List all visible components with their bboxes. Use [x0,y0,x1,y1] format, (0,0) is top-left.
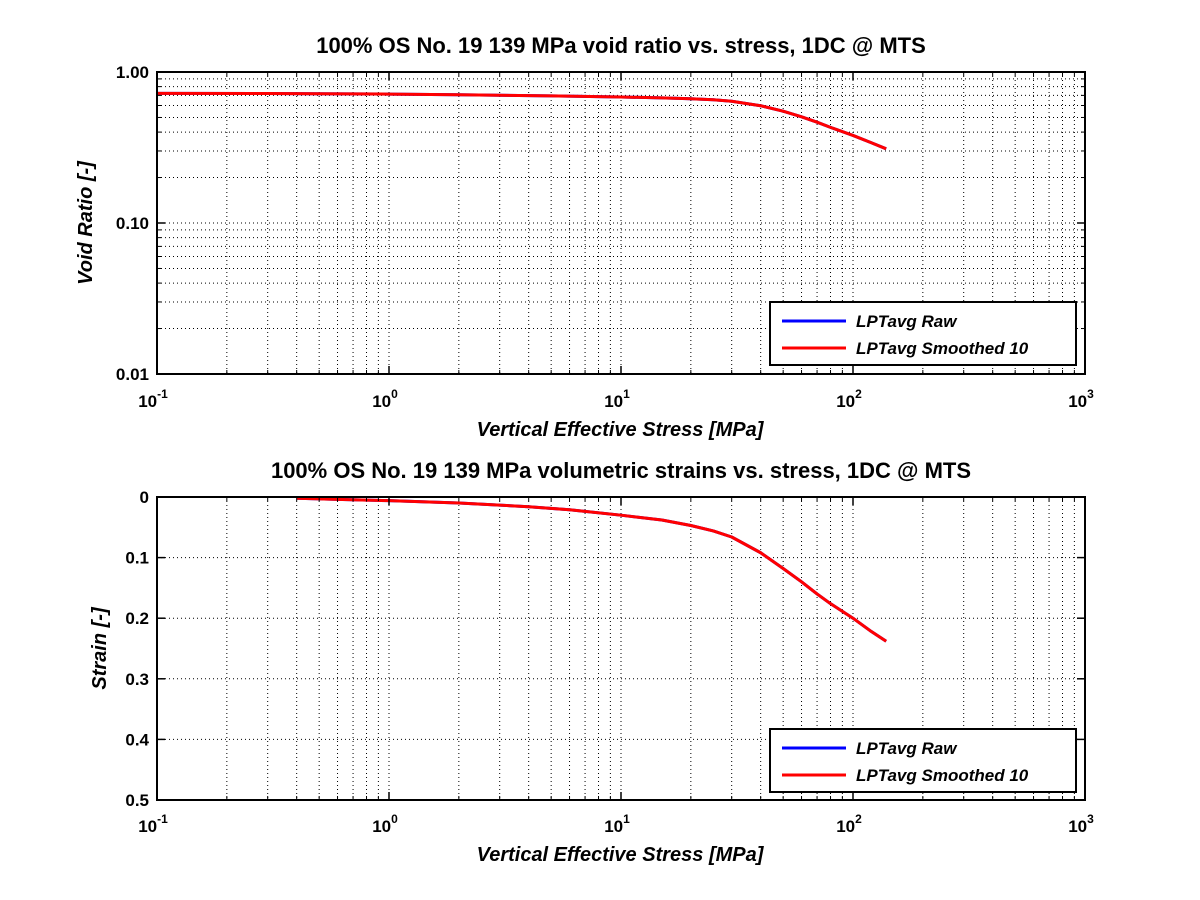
x-tick-base: 10 [372,392,391,411]
x-tick-exponent: 3 [1087,812,1094,826]
x-tick-label: 101 [604,812,630,836]
x-tick-label: 100 [372,812,398,836]
x-axis-label: Vertical Effective Stress [MPa] [477,844,765,866]
y-tick-label: 0.3 [125,670,149,689]
y-tick-label: 0.1 [125,549,149,568]
x-tick-exponent: 0 [391,387,398,401]
x-tick-base: 10 [836,817,855,836]
x-tick-exponent: -1 [157,812,168,826]
chart-title: 100% OS No. 19 139 MPa void ratio vs. st… [316,33,926,58]
x-tick-base: 10 [836,392,855,411]
legend-label-2: LPTavg Smoothed 10 [856,766,1029,785]
x-tick-base: 10 [604,817,623,836]
legend-label-1: LPTavg Raw [856,312,958,331]
legend-box [769,728,1077,793]
legend: LPTavg Raw LPTavg Smoothed 10 [769,728,1077,793]
x-tick-label: 101 [604,387,630,411]
x-tick-base: 10 [138,392,157,411]
y-tick-label: 0.2 [125,609,149,628]
y-axis-label: Strain [-] [89,606,111,690]
x-tick-exponent: 1 [623,812,630,826]
x-tick-label: 103 [1068,812,1094,836]
legend-label-1: LPTavg Raw [856,739,958,758]
x-tick-label: 102 [836,387,862,411]
series-line-2 [296,496,888,643]
chart-title: 100% OS No. 19 139 MPa volumetric strain… [271,458,971,483]
x-tick-base: 10 [372,817,391,836]
y-axis-label: Void Ratio [-] [75,160,97,285]
x-axis-label: Vertical Effective Stress [MPa] [477,419,765,441]
x-tick-exponent: 0 [391,812,398,826]
x-tick-base: 10 [1068,817,1087,836]
x-tick-label: 103 [1068,387,1094,411]
x-tick-base: 10 [1068,392,1087,411]
x-tick-exponent: 3 [1087,387,1094,401]
y-tick-label: 0.5 [125,791,149,810]
legend: LPTavg Raw LPTavg Smoothed 10 [769,301,1077,366]
legend-box [769,301,1077,366]
x-tick-exponent: 1 [623,387,630,401]
y-tick-label: 1.00 [116,63,149,82]
x-tick-exponent: -1 [157,387,168,401]
y-tick-label: 0 [140,488,149,507]
x-tick-label: 10-1 [138,387,168,411]
series-line-2 [156,91,887,151]
y-tick-label: 0.10 [116,214,149,233]
legend-label-2: LPTavg Smoothed 10 [856,339,1029,358]
x-tick-label: 102 [836,812,862,836]
x-tick-exponent: 2 [855,812,862,826]
x-tick-exponent: 2 [855,387,862,401]
x-tick-label: 100 [372,387,398,411]
y-tick-label: 0.01 [116,365,149,384]
x-tick-base: 10 [604,392,623,411]
x-tick-label: 10-1 [138,812,168,836]
x-tick-base: 10 [138,817,157,836]
y-tick-label: 0.4 [125,730,149,749]
